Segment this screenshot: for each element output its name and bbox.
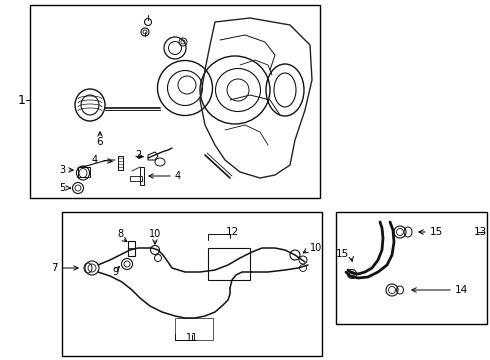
Text: 15: 15 — [430, 227, 443, 237]
Text: 4: 4 — [92, 155, 98, 165]
Text: 9: 9 — [112, 267, 118, 277]
Text: 5: 5 — [59, 183, 65, 193]
Text: 10: 10 — [310, 243, 322, 253]
Bar — [130, 176, 142, 181]
Text: 6: 6 — [97, 137, 103, 147]
Text: 11: 11 — [186, 333, 198, 343]
Text: 2: 2 — [135, 150, 141, 160]
Bar — [140, 167, 144, 185]
Bar — [30, 5, 320, 198]
Bar — [175, 318, 213, 340]
Bar — [128, 241, 135, 256]
Text: 4: 4 — [175, 171, 181, 181]
Bar — [78, 167, 90, 177]
Text: 3: 3 — [59, 165, 65, 175]
Text: 10: 10 — [149, 229, 161, 239]
Text: 8: 8 — [117, 229, 123, 239]
Bar — [336, 212, 487, 324]
Text: 13: 13 — [474, 227, 487, 237]
Text: 1: 1 — [18, 94, 26, 107]
Bar — [62, 212, 322, 356]
Text: 7: 7 — [51, 263, 58, 273]
Text: 15: 15 — [336, 249, 349, 259]
Bar — [208, 248, 250, 280]
Text: 14: 14 — [455, 285, 468, 295]
Text: 12: 12 — [225, 227, 239, 237]
Bar — [118, 156, 123, 170]
